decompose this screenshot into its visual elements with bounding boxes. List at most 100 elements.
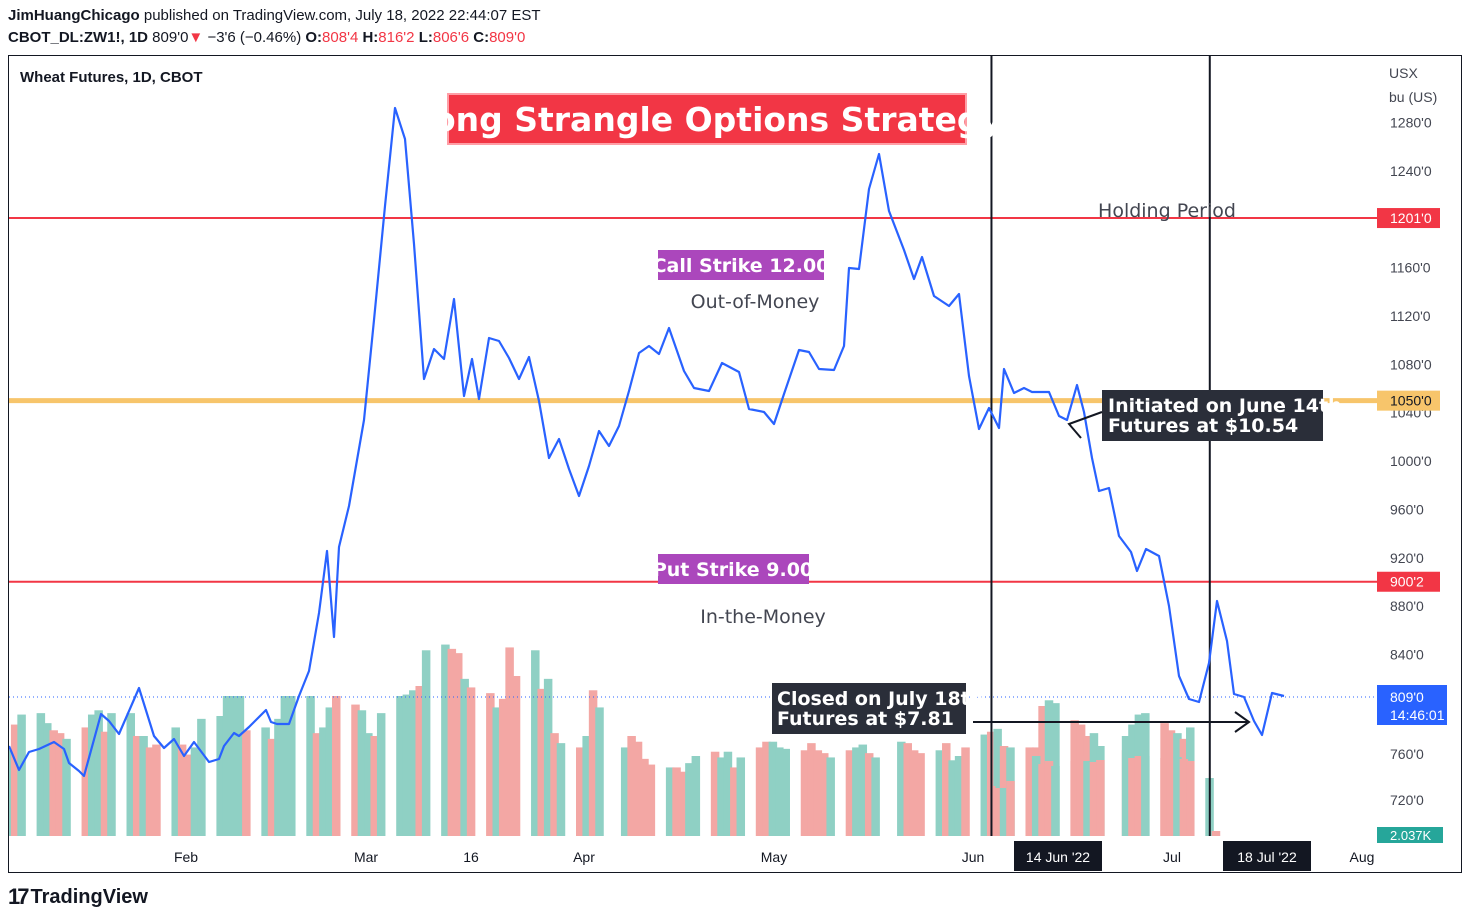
volume-bar: [1083, 761, 1092, 836]
closed-box: [772, 683, 966, 734]
y-tick-label: 880'0: [1390, 598, 1424, 614]
last-price-label: 809'0: [1390, 689, 1424, 705]
volume-bar: [820, 753, 829, 836]
volume-bar: [762, 741, 771, 836]
volume-bar: [351, 704, 360, 836]
volume-bar: [1025, 778, 1034, 836]
volume-bar: [948, 760, 957, 836]
x-tick-label: 16: [463, 849, 479, 865]
volume-bar: [691, 756, 701, 836]
volume-bar: [49, 730, 58, 836]
volume-bar: [498, 698, 508, 836]
y-tick-label: 760'0: [1390, 746, 1424, 762]
volume-bar: [903, 743, 912, 836]
closed-line2: Futures at $7.81: [777, 708, 954, 730]
publish-date: published on TradingView.com, July 18, 2…: [143, 7, 541, 24]
volume-bar: [640, 758, 649, 836]
volume-bar: [710, 751, 720, 836]
publish-info: JimHuangChicago published on TradingView…: [8, 7, 541, 24]
volume-bar: [364, 733, 373, 836]
volume-bar: [845, 750, 855, 836]
volume-bar: [287, 696, 296, 836]
price-chart[interactable]: Long Strangle Options Strategy Wheat Futu…: [9, 56, 1461, 872]
volume-bar: [1134, 756, 1144, 836]
initiated-box: [1102, 390, 1323, 441]
x-tick-label: Jul: [1163, 849, 1181, 865]
volume-bar: [1160, 758, 1169, 836]
volume-bar: [216, 716, 225, 836]
call-strike-price-label: 1201'0: [1390, 210, 1432, 226]
volume-bar: [980, 734, 990, 836]
volume-bar: [460, 678, 469, 836]
volume-bar: [222, 696, 232, 836]
volume-bar: [139, 736, 148, 836]
volume-bar: [537, 688, 546, 836]
title-box: [447, 93, 967, 145]
volume-bar: [665, 767, 675, 836]
price-line: [9, 106, 1285, 778]
annotations-layer: Long Strangle Options Strategy Wheat Futu…: [20, 69, 1342, 734]
volume-bar: [184, 754, 193, 836]
last-price-tag: [1377, 685, 1447, 725]
volume-bar: [453, 653, 463, 836]
author-name[interactable]: JimHuangChicago: [8, 7, 140, 24]
high-value: 816'2: [378, 29, 415, 46]
y-tick-label: 920'0: [1390, 550, 1424, 566]
volume-bar: [942, 743, 951, 836]
initiated-line1: Initiated on June 14th: [1108, 395, 1342, 417]
y-tick-label: 1240'0: [1390, 163, 1432, 179]
volume-bar: [813, 750, 823, 836]
volume-bar: [415, 686, 424, 836]
volume-bar: [1044, 761, 1054, 836]
volume-bar: [723, 751, 733, 836]
y-tick-label: 960'0: [1390, 501, 1424, 517]
volume-bar: [575, 747, 585, 836]
x-tick-label: May: [761, 849, 787, 865]
call-strike-box: [658, 250, 824, 280]
volume-bar: [672, 767, 681, 836]
chart-frame[interactable]: Long Strangle Options Strategy Wheat Futu…: [8, 55, 1462, 873]
volume-bar: [909, 750, 919, 836]
low-label: L:: [418, 29, 433, 46]
put-strike-price-label: 900'2: [1390, 574, 1424, 590]
volume-bar: [152, 744, 161, 836]
volume-bar: [1089, 762, 1099, 836]
holding-period-label: Holding Period: [1098, 200, 1236, 222]
volume-bar: [319, 727, 328, 836]
volume-bar: [543, 678, 553, 836]
low-value: 806'6: [432, 29, 470, 46]
volume-bar: [871, 757, 880, 836]
volume-bar: [993, 728, 1002, 836]
x-marker-label: 18 Jul '22: [1237, 849, 1297, 865]
volume-bar: [242, 730, 251, 836]
x-tick-label: Aug: [1350, 849, 1375, 865]
volume-bar: [1096, 760, 1105, 836]
y-tick-label: 1000'0: [1390, 453, 1432, 469]
closed-line1: Closed on July 18th: [777, 688, 983, 710]
volume-bar: [306, 696, 315, 836]
close-value: 809'0: [489, 29, 526, 46]
volume-bar: [370, 736, 380, 836]
tradingview-logo[interactable]: 17 TradingView: [8, 884, 148, 910]
volume-bar: [1173, 757, 1182, 836]
volume-bar: [357, 710, 367, 836]
entry-price-label: 1050'0: [1390, 393, 1432, 409]
open-value: 808'4: [322, 29, 359, 46]
volume-bar: [274, 718, 283, 836]
volume-layer: [9, 644, 1221, 836]
high-label: H:: [362, 29, 379, 46]
x-marker-label: 14 Jun '22: [1026, 849, 1090, 865]
volume-bar: [396, 696, 405, 836]
volume-bar: [87, 714, 97, 836]
x-tick-label: Mar: [354, 849, 378, 865]
volume-bar: [1128, 758, 1137, 836]
volume-bar: [376, 713, 386, 836]
volume-bar: [402, 694, 412, 836]
volume-bar: [43, 723, 52, 836]
volume-bar: [1166, 758, 1176, 836]
x-tick-label: Jun: [962, 849, 985, 865]
y-tick-label: 720'0: [1390, 792, 1424, 808]
volume-tag: [1377, 827, 1443, 843]
volume-bar: [36, 713, 46, 836]
volume-bar: [62, 738, 71, 836]
